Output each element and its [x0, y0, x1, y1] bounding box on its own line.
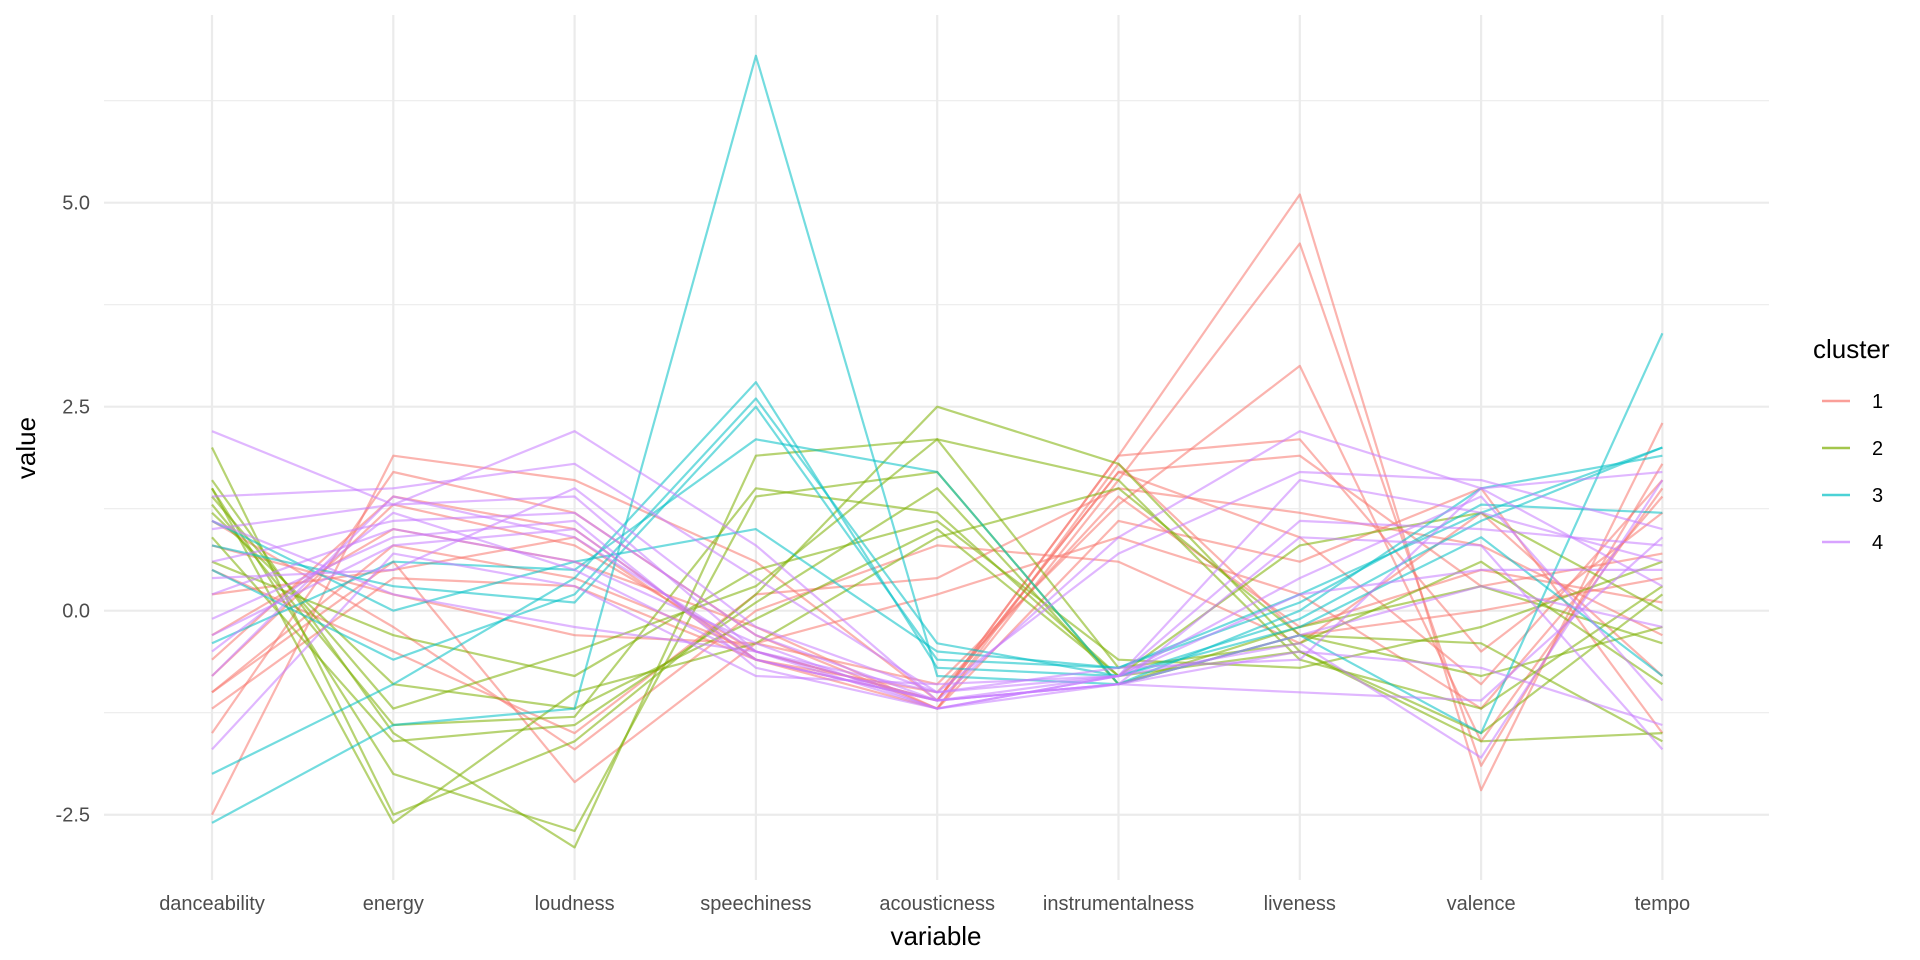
series-line-cluster-3: [211, 405, 1663, 669]
y-axis-title: value: [11, 417, 41, 479]
series-line-cluster-1: [211, 511, 1664, 751]
series-line-cluster-2: [211, 512, 1664, 735]
x-tick-label: liveness: [1264, 893, 1336, 915]
series-line-cluster-4: [211, 479, 1664, 759]
series-line-cluster-1: [211, 487, 1663, 735]
x-tick-label: valence: [1447, 893, 1516, 915]
x-tick-label: instrumentalness: [1043, 893, 1194, 915]
legend-label-2: 2: [1872, 438, 1883, 460]
series-line-cluster-4: [211, 519, 1663, 727]
series-line-cluster-3: [211, 54, 1664, 824]
legend-label-3: 3: [1872, 485, 1883, 507]
legend-label-1: 1: [1872, 391, 1883, 413]
series-line-cluster-3: [211, 381, 1663, 775]
x-tick-label: tempo: [1635, 893, 1691, 915]
series-line-cluster-2: [211, 487, 1663, 743]
series-line-cluster-3: [211, 446, 1663, 669]
x-tick-label: energy: [363, 893, 424, 915]
x-tick-label: danceability: [159, 893, 265, 915]
legend-title: cluster: [1813, 334, 1890, 364]
y-axis-ticks: -2.5 0.0 2.5 5.0: [56, 193, 90, 827]
x-axis-ticks: danceability energy loudness speechiness aco…: [159, 893, 1690, 915]
y-tick-label: 0.0: [62, 601, 90, 623]
series-line-cluster-3: [211, 397, 1664, 678]
series-line-cluster-4: [211, 519, 1663, 710]
series-lines: [211, 54, 1664, 849]
y-tick-label: 5.0: [62, 193, 90, 215]
x-tick-label: loudness: [535, 893, 615, 915]
y-tick-label: 2.5: [62, 397, 90, 419]
series-line-cluster-2: [211, 405, 1663, 816]
series-line-cluster-1: [211, 495, 1664, 710]
x-tick-label: acousticness: [879, 893, 995, 915]
series-line-cluster-4: [211, 487, 1663, 694]
legend: cluster 1 2 3 4: [1813, 334, 1890, 554]
y-tick-label: -2.5: [56, 805, 90, 827]
series-line-cluster-2: [211, 438, 1664, 710]
x-tick-label: speechiness: [700, 893, 811, 915]
legend-label-4: 4: [1872, 532, 1883, 554]
x-axis-title: variable: [890, 921, 981, 951]
